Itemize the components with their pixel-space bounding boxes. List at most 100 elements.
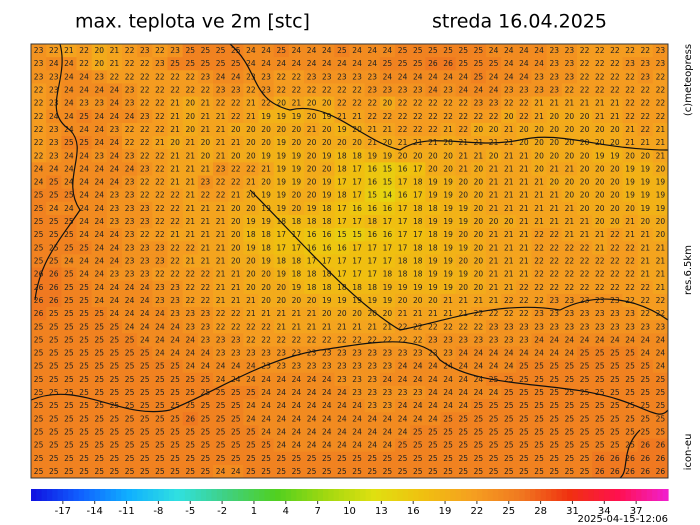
- cell-color: [425, 188, 441, 203]
- cell-value: 17: [352, 257, 362, 266]
- cell-value: 25: [656, 401, 666, 410]
- colorbar-segment: [609, 489, 616, 501]
- cell-color: [304, 83, 320, 98]
- cell-value: 25: [610, 388, 620, 397]
- cell-color: [213, 136, 229, 150]
- cell-value: 24: [322, 401, 332, 410]
- cell-value: 20: [307, 164, 317, 173]
- cell-color: [152, 228, 168, 242]
- cell-value: 22: [216, 99, 226, 108]
- cell-color: [31, 162, 47, 177]
- cell-value: 21: [216, 257, 226, 266]
- cell-value: 16: [352, 204, 362, 213]
- cell-value: 25: [64, 441, 74, 450]
- cell-value: 24: [337, 414, 347, 423]
- cell-color: [516, 214, 532, 229]
- cell-value: 23: [504, 322, 514, 331]
- cell-value: 23: [549, 309, 559, 318]
- cell-value: 21: [246, 112, 256, 121]
- cell-value: 23: [595, 309, 605, 318]
- cell-value: 25: [458, 467, 468, 476]
- cell-color: [364, 96, 381, 111]
- colorbar-segment: [84, 489, 90, 501]
- cell-color: [546, 149, 563, 163]
- cell-value: 22: [549, 230, 559, 239]
- colorbar-segment: [455, 489, 462, 501]
- cell-value: 17: [398, 243, 408, 252]
- cell-value: 23: [110, 191, 120, 200]
- cell-value: 25: [155, 375, 165, 384]
- cell-value: 23: [170, 283, 180, 292]
- cell-value: 22: [292, 72, 302, 81]
- cell-color: [76, 228, 93, 242]
- colorbar-segment: [147, 489, 154, 501]
- cell-value: 23: [140, 243, 150, 252]
- colorbar-segment: [206, 489, 213, 501]
- cell-value: 23: [125, 191, 135, 200]
- cell-value: 18: [322, 204, 332, 213]
- colorbar-segment: [588, 489, 595, 501]
- colorbar-segment: [322, 489, 329, 501]
- cell-value: 25: [110, 375, 120, 384]
- cell-value: 25: [155, 414, 165, 423]
- cell-value: 19: [322, 296, 332, 305]
- cell-value: 22: [337, 335, 347, 344]
- cell-value: 20: [656, 164, 666, 173]
- cell-color: [592, 149, 608, 163]
- cell-value: 25: [49, 401, 59, 410]
- cell-color: [395, 57, 411, 71]
- colorbar-label: -8: [153, 506, 163, 517]
- cell-value: 22: [185, 283, 195, 292]
- cell-value: 23: [140, 204, 150, 213]
- cell-value: 22: [443, 99, 453, 108]
- cell-color: [622, 70, 639, 84]
- cell-value: 21: [170, 151, 180, 160]
- cell-value: 24: [474, 388, 484, 397]
- cell-color: [486, 83, 502, 98]
- cell-color: [122, 162, 138, 177]
- cell-value: 22: [595, 283, 605, 292]
- cell-value: 25: [185, 441, 195, 450]
- cell-value: 20: [428, 164, 438, 173]
- cell-value: 24: [337, 441, 347, 450]
- cell-value: 22: [140, 191, 150, 200]
- cell-value: 20: [261, 270, 271, 279]
- cell-color: [61, 201, 77, 216]
- cell-color: [577, 57, 593, 71]
- colorbar-segment: [402, 489, 409, 501]
- cell-value: 25: [216, 427, 226, 436]
- cell-value: 23: [201, 178, 211, 187]
- cell-value: 20: [474, 191, 484, 200]
- cell-color: [364, 122, 381, 137]
- cell-color: [31, 44, 47, 58]
- cell-value: 22: [201, 191, 211, 200]
- cell-color: [243, 57, 259, 71]
- cell-value: 25: [94, 427, 104, 436]
- cell-value: 18: [322, 283, 332, 292]
- cell-value: 23: [610, 309, 620, 318]
- cell-color: [470, 70, 487, 84]
- cell-color: [273, 44, 290, 58]
- cell-color: [334, 201, 350, 216]
- cell-value: 21: [201, 125, 211, 134]
- cell-value: 17: [398, 217, 408, 226]
- cell-value: 24: [352, 414, 362, 423]
- cell-value: 24: [534, 349, 544, 358]
- cell-value: 21: [489, 257, 499, 266]
- cell-value: 23: [519, 335, 529, 344]
- cell-value: 21: [185, 164, 195, 173]
- cell-color: [46, 122, 62, 137]
- cell-color: [334, 109, 350, 124]
- cell-value: 18: [352, 151, 362, 160]
- cell-value: 20: [292, 204, 302, 213]
- cell-value: 23: [383, 388, 393, 397]
- cell-value: 24: [276, 401, 286, 410]
- cell-value: 23: [49, 72, 59, 81]
- cell-value: 22: [443, 322, 453, 331]
- cell-value: 24: [64, 59, 74, 68]
- cell-value: 25: [474, 59, 484, 68]
- cell-value: 22: [231, 322, 241, 331]
- cell-color: [637, 175, 654, 190]
- cell-value: 16: [398, 164, 408, 173]
- cell-value: 17: [352, 270, 362, 279]
